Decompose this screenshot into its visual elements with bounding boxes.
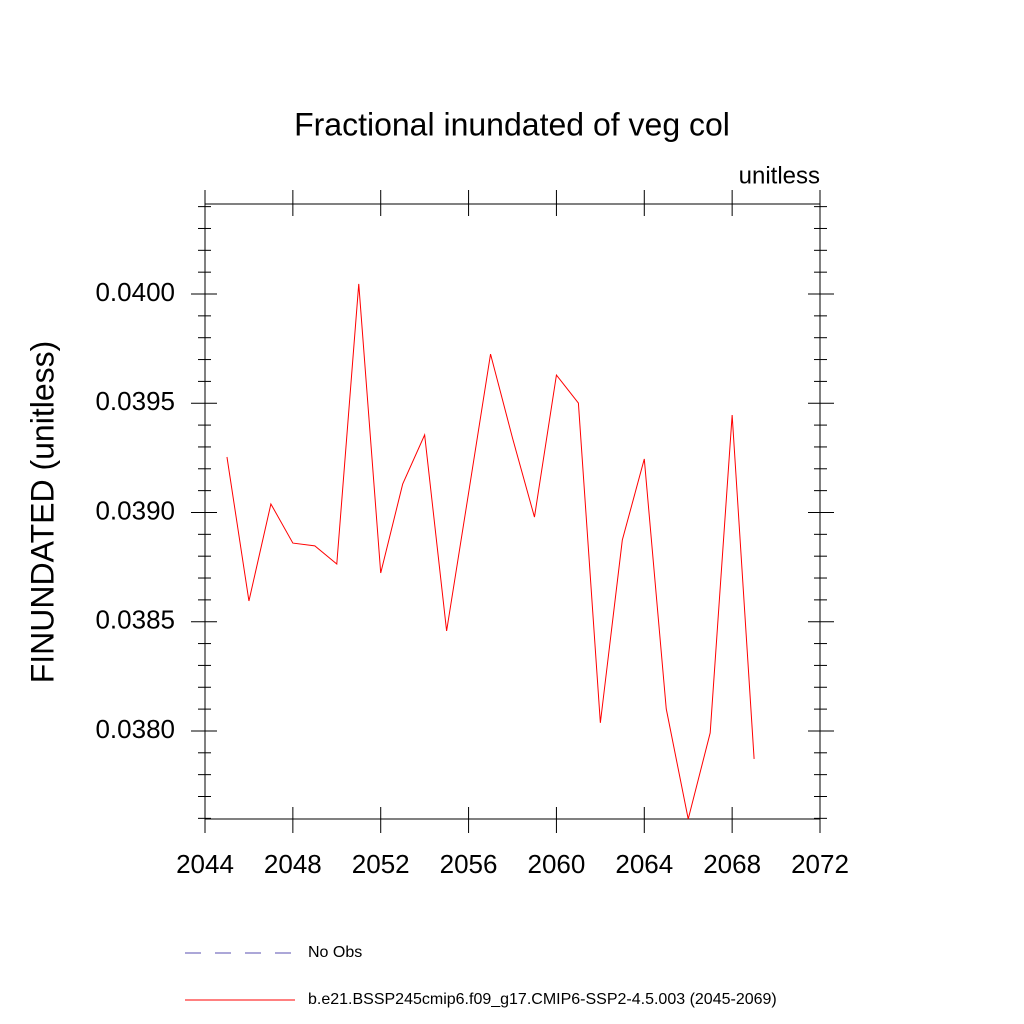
y-tick-label: 0.0400: [95, 277, 175, 307]
x-tick-label: 2048: [264, 849, 322, 879]
y-tick-label: 0.0390: [95, 495, 175, 525]
y-tick-label: 0.0395: [95, 386, 175, 416]
x-tick-label: 2064: [615, 849, 673, 879]
x-tick-label: 2056: [440, 849, 498, 879]
y-axis-label: FINUNDATED (unitless): [24, 341, 60, 684]
chart-subtitle: unitless: [739, 162, 820, 189]
x-tick-label: 2068: [703, 849, 761, 879]
data-line: [226, 283, 755, 820]
x-tick-label: 2060: [528, 849, 586, 879]
legend-label: No Obs: [308, 944, 362, 961]
chart-title: Fractional inundated of veg col: [294, 106, 730, 142]
x-tick-label: 2044: [176, 849, 234, 879]
y-tick-label: 0.0385: [95, 605, 175, 635]
x-tick-label: 2072: [791, 849, 849, 879]
x-tick-label: 2052: [352, 849, 410, 879]
y-tick-label: 0.0380: [95, 714, 175, 744]
plot-frame: [204, 203, 821, 820]
legend-label: b.e21.BSSP245cmip6.f09_g17.CMIP6-SSP2-4.…: [308, 991, 777, 1008]
